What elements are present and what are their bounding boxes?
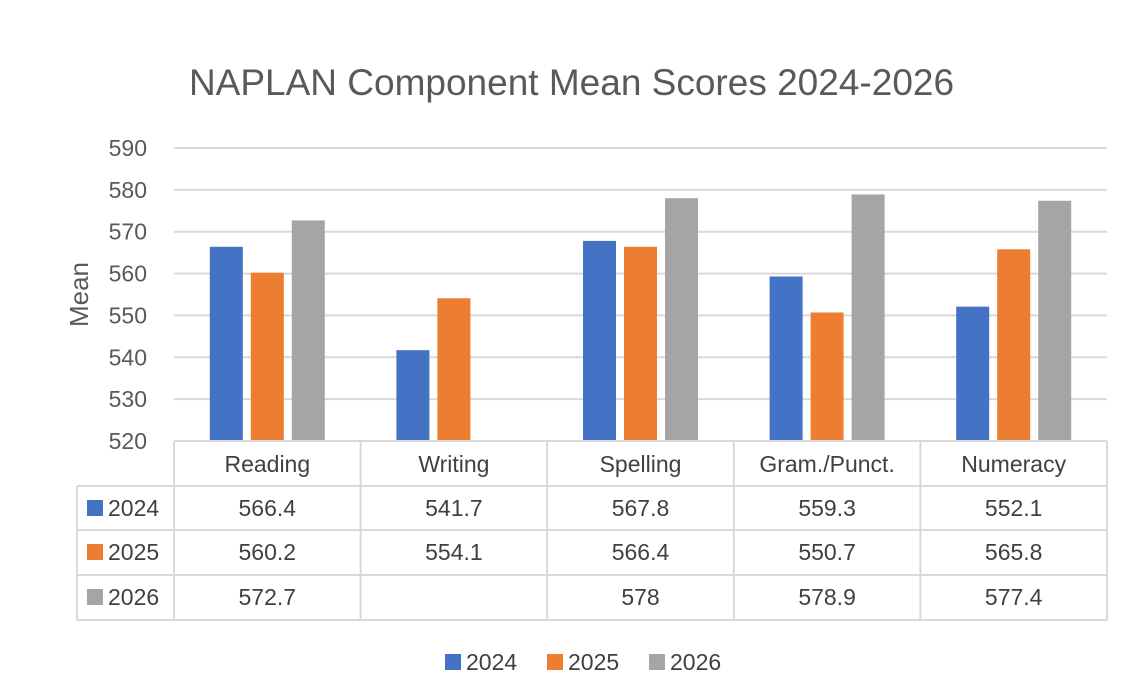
data-label: 550.7 <box>798 539 856 565</box>
y-tick-label: 530 <box>109 386 147 412</box>
x-tick-label: Gram./Punct. <box>759 451 894 477</box>
x-tick-label: Writing <box>418 451 489 477</box>
bar-2026-reading <box>291 220 325 441</box>
bar-2025-reading <box>250 272 284 441</box>
bar-2025-writing <box>437 298 471 441</box>
y-tick-label: 570 <box>109 219 147 245</box>
x-tick-label: Numeracy <box>961 451 1066 477</box>
data-label: 559.3 <box>798 495 856 521</box>
data-table: Reading Writing Spelling Gram./Punct. Numera… <box>76 440 1108 621</box>
y-tick-label: 560 <box>109 261 147 287</box>
table-series-label: 2025 <box>108 539 159 565</box>
x-tick-label: Reading <box>224 451 310 477</box>
legend-label: 2025 <box>568 649 619 675</box>
table-series-swatch <box>87 500 103 516</box>
y-tick-label: 580 <box>109 177 147 203</box>
legend-label: 2026 <box>670 649 721 675</box>
y-tick-label: 540 <box>109 344 147 370</box>
chart-title: NAPLAN Component Mean Scores 2024-2026 <box>188 62 955 103</box>
data-label: 554.1 <box>425 539 483 565</box>
data-label: 578.9 <box>798 584 856 610</box>
data-label: 541.7 <box>425 495 483 521</box>
bar-2026-spelling <box>665 198 698 441</box>
data-label: 565.8 <box>985 539 1043 565</box>
x-tick-label: Spelling <box>600 451 682 477</box>
y-axis-ticks: 520 530 540 550 560 570 580 590 <box>109 135 147 454</box>
data-label: 572.7 <box>239 584 297 610</box>
y-tick-label: 590 <box>109 135 147 161</box>
bar-2024-numeracy <box>956 306 990 441</box>
data-label: 578 <box>621 584 659 610</box>
data-label: 560.2 <box>239 539 297 565</box>
bars <box>209 194 1072 441</box>
bar-2024-reading <box>209 246 243 441</box>
legend-swatch <box>649 654 665 670</box>
table-series-swatch <box>87 544 103 560</box>
bar-2025-numeracy <box>997 249 1031 441</box>
bar-2024-spelling <box>583 240 616 441</box>
bar-2026-gram-punct <box>851 194 885 441</box>
data-label: 566.4 <box>612 539 670 565</box>
data-label: 567.8 <box>612 495 670 521</box>
y-tick-label: 550 <box>109 302 147 328</box>
table-series-swatch <box>87 589 103 605</box>
data-label: 566.4 <box>239 495 297 521</box>
bar-2024-writing <box>396 350 430 441</box>
legend-swatch <box>547 654 563 670</box>
legend-label: 2024 <box>466 649 517 675</box>
bar-2025-spelling <box>624 246 657 441</box>
table-series-label: 2026 <box>108 584 159 610</box>
bar-2025-gram-punct <box>810 312 844 441</box>
y-tick-label: 520 <box>109 428 147 454</box>
y-axis-title: Mean <box>64 262 94 327</box>
table-series-label: 2024 <box>108 495 159 521</box>
data-label: 577.4 <box>985 584 1043 610</box>
y-axis-title-group: Mean <box>64 262 94 327</box>
bar-2026-numeracy <box>1038 200 1072 441</box>
legend-swatch <box>445 654 461 670</box>
data-label: 552.1 <box>985 495 1043 521</box>
bar-2024-gram-punct <box>769 276 803 441</box>
legend: 2024 2025 2026 <box>445 649 721 675</box>
